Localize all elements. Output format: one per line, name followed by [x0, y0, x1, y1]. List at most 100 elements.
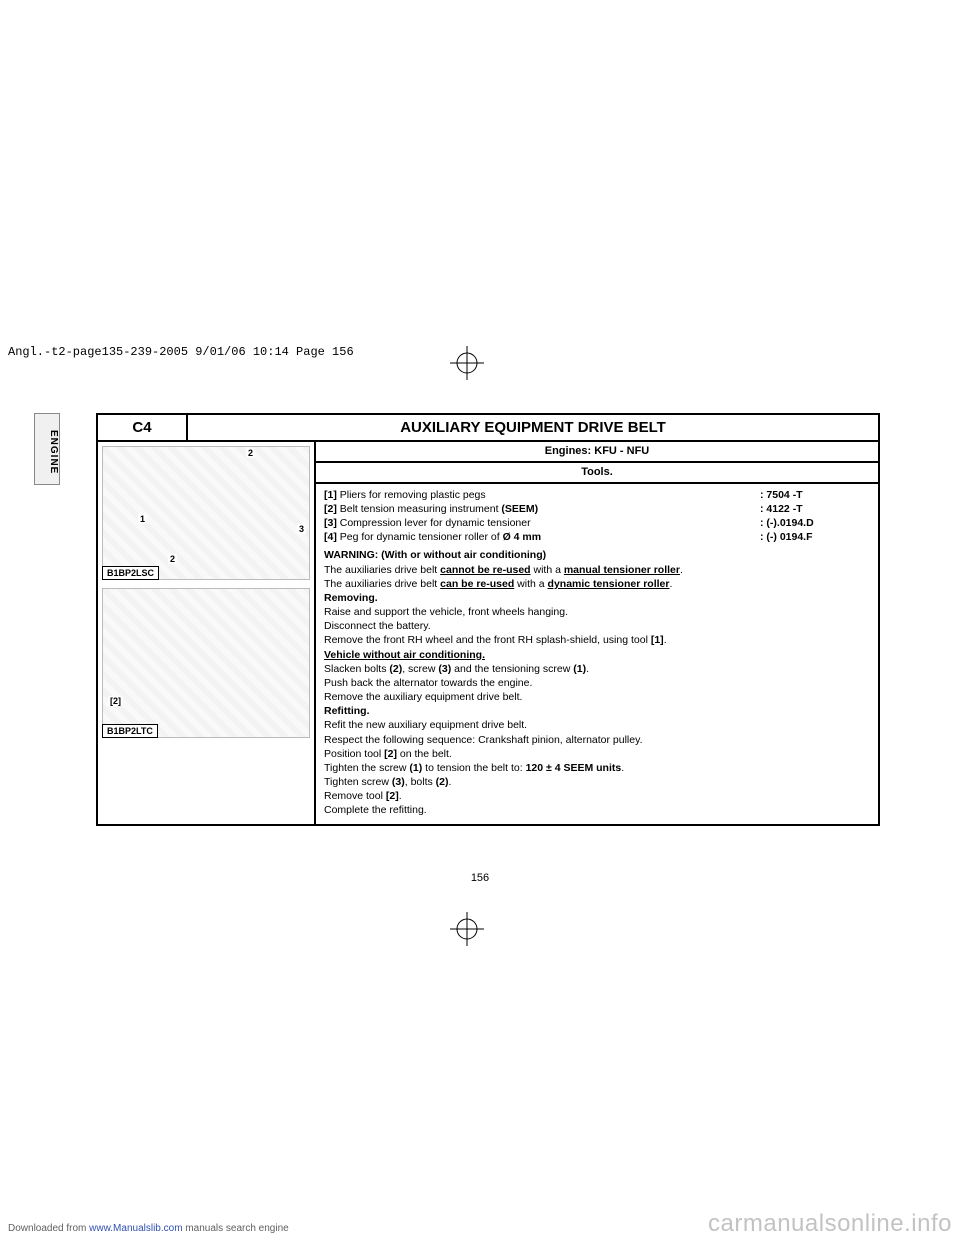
- tool-name: Belt tension measuring instrument: [340, 503, 502, 515]
- source-footer: Downloaded from www.Manualslib.com manua…: [8, 1223, 289, 1234]
- diagram-label: B1BP2LSC: [102, 566, 159, 580]
- section-tab-engine: ENGINE: [34, 413, 60, 485]
- diagram-label: B1BP2LTC: [102, 724, 158, 738]
- step: Complete the refitting.: [324, 803, 870, 817]
- text: .: [664, 634, 667, 646]
- tool-name-bold: (SEEM): [501, 503, 538, 515]
- text: with a: [531, 564, 564, 576]
- tool-name: Compression lever for dynamic tensioner: [340, 517, 531, 529]
- tool-name-bold: Ø 4 mm: [503, 531, 542, 543]
- text: with a: [514, 578, 547, 590]
- text: Slacken bolts: [324, 663, 389, 675]
- text: .: [621, 762, 624, 774]
- tool-code: : (-).0194.D: [760, 516, 870, 530]
- text: .: [586, 663, 589, 675]
- step: Remove tool [2].: [324, 789, 870, 803]
- tool-row: [2] Belt tension measuring instrument (S…: [324, 502, 870, 516]
- text: Remove the front RH wheel and the front …: [324, 634, 651, 646]
- step: Tighten screw (3), bolts (2).: [324, 775, 870, 789]
- refitting-heading: Refitting.: [324, 704, 870, 718]
- text: and the tensioning screw: [451, 663, 573, 675]
- text: on the belt.: [397, 748, 452, 760]
- diagram-callout: 1: [138, 514, 147, 524]
- step: Push back the alternator towards the eng…: [324, 676, 870, 690]
- tool-code: : (-) 0194.F: [760, 530, 870, 544]
- step: Remove the auxiliary equipment drive bel…: [324, 690, 870, 704]
- page-number: 156: [0, 872, 960, 884]
- tool-code: : 7504 -T: [760, 488, 870, 502]
- tool-diagram-placeholder: [102, 588, 310, 738]
- text: The auxiliaries drive belt: [324, 564, 440, 576]
- text-emphasis: dynamic tensioner roller: [548, 578, 670, 590]
- step: Raise and support the vehicle, front whe…: [324, 605, 870, 619]
- tools-heading: Tools.: [316, 463, 878, 484]
- step: Disconnect the battery.: [324, 619, 870, 633]
- text: .: [670, 578, 673, 590]
- tool-row: [1] Pliers for removing plastic pegs : 7…: [324, 488, 870, 502]
- text: to tension the belt to:: [422, 762, 525, 774]
- watermark: carmanualsonline.info: [708, 1210, 952, 1238]
- text-emphasis: cannot be re-used: [440, 564, 530, 576]
- tool-index: [3]: [324, 517, 340, 529]
- tool-index: [4]: [324, 531, 340, 543]
- print-job-header: Angl.-t2-page135-239-2005 9/01/06 10:14 …: [8, 345, 354, 359]
- text: .: [449, 776, 452, 788]
- text-bold: (1): [409, 762, 422, 774]
- engines-heading: Engines: KFU - NFU: [316, 442, 878, 463]
- source-link[interactable]: www.Manualslib.com: [89, 1223, 182, 1234]
- text-bold: (3): [392, 776, 405, 788]
- step: Refit the new auxiliary equipment drive …: [324, 718, 870, 732]
- crop-mark-icon: [450, 346, 484, 385]
- step: Position tool [2] on the belt.: [324, 747, 870, 761]
- text-bold: 120 ± 4 SEEM units: [526, 762, 622, 774]
- text-bold: (3): [438, 663, 451, 675]
- text-emphasis: manual tensioner roller: [564, 564, 680, 576]
- text: manuals search engine: [183, 1223, 289, 1234]
- text-bold: (2): [389, 663, 402, 675]
- text: Downloaded from: [8, 1223, 89, 1234]
- step: Tighten the screw (1) to tension the bel…: [324, 761, 870, 775]
- diagram-1: 2 1 3 2 B1BP2LSC: [98, 442, 314, 584]
- diagram-callout: [2]: [108, 696, 123, 706]
- diagram-callout: 2: [246, 448, 255, 458]
- tool-row: [4] Peg for dynamic tensioner roller of …: [324, 530, 870, 544]
- text: The auxiliaries drive belt: [324, 578, 440, 590]
- step: Respect the following sequence: Cranksha…: [324, 733, 870, 747]
- text-bold: (1): [573, 663, 586, 675]
- text: Tighten the screw: [324, 762, 409, 774]
- tool-index: [1]: [324, 489, 340, 501]
- diagram-column: 2 1 3 2 B1BP2LSC [2] B1BP2LTC: [98, 442, 316, 824]
- tool-code: : 4122 -T: [760, 502, 870, 516]
- model-code: C4: [98, 415, 188, 442]
- text: .: [399, 790, 402, 802]
- step: Remove the front RH wheel and the front …: [324, 633, 870, 647]
- engine-diagram-placeholder: [102, 446, 310, 580]
- text-emphasis: can be re-used: [440, 578, 514, 590]
- aux-note: The auxiliaries drive belt cannot be re-…: [324, 563, 870, 577]
- text: Position tool: [324, 748, 384, 760]
- crop-mark-icon: [450, 912, 484, 951]
- aux-note: The auxiliaries drive belt can be re-use…: [324, 577, 870, 591]
- page-title: AUXILIARY EQUIPMENT DRIVE BELT: [188, 415, 878, 442]
- tool-index: [2]: [324, 503, 340, 515]
- text: , bolts: [405, 776, 436, 788]
- text: Remove tool: [324, 790, 386, 802]
- instruction-body: [1] Pliers for removing plastic pegs : 7…: [316, 484, 878, 824]
- manual-content-box: C4 AUXILIARY EQUIPMENT DRIVE BELT 2 1 3 …: [96, 413, 880, 826]
- instruction-column: Engines: KFU - NFU Tools. [1] Pliers for…: [316, 442, 878, 824]
- text-bold: [2]: [386, 790, 399, 802]
- text: Tighten screw: [324, 776, 392, 788]
- diagram-callout: 2: [168, 554, 177, 564]
- tool-name: Peg for dynamic tensioner roller of: [340, 531, 503, 543]
- tool-name: Pliers for removing plastic pegs: [340, 489, 486, 501]
- text: .: [680, 564, 683, 576]
- warning-heading: WARNING: (With or without air conditioni…: [324, 548, 870, 562]
- text-bold: [1]: [651, 634, 664, 646]
- text: , screw: [402, 663, 438, 675]
- subsection-heading: Vehicle without air conditioning.: [324, 648, 870, 662]
- step: Slacken bolts (2), screw (3) and the ten…: [324, 662, 870, 676]
- tool-row: [3] Compression lever for dynamic tensio…: [324, 516, 870, 530]
- removing-heading: Removing.: [324, 591, 870, 605]
- text-bold: (2): [436, 776, 449, 788]
- text-bold: [2]: [384, 748, 397, 760]
